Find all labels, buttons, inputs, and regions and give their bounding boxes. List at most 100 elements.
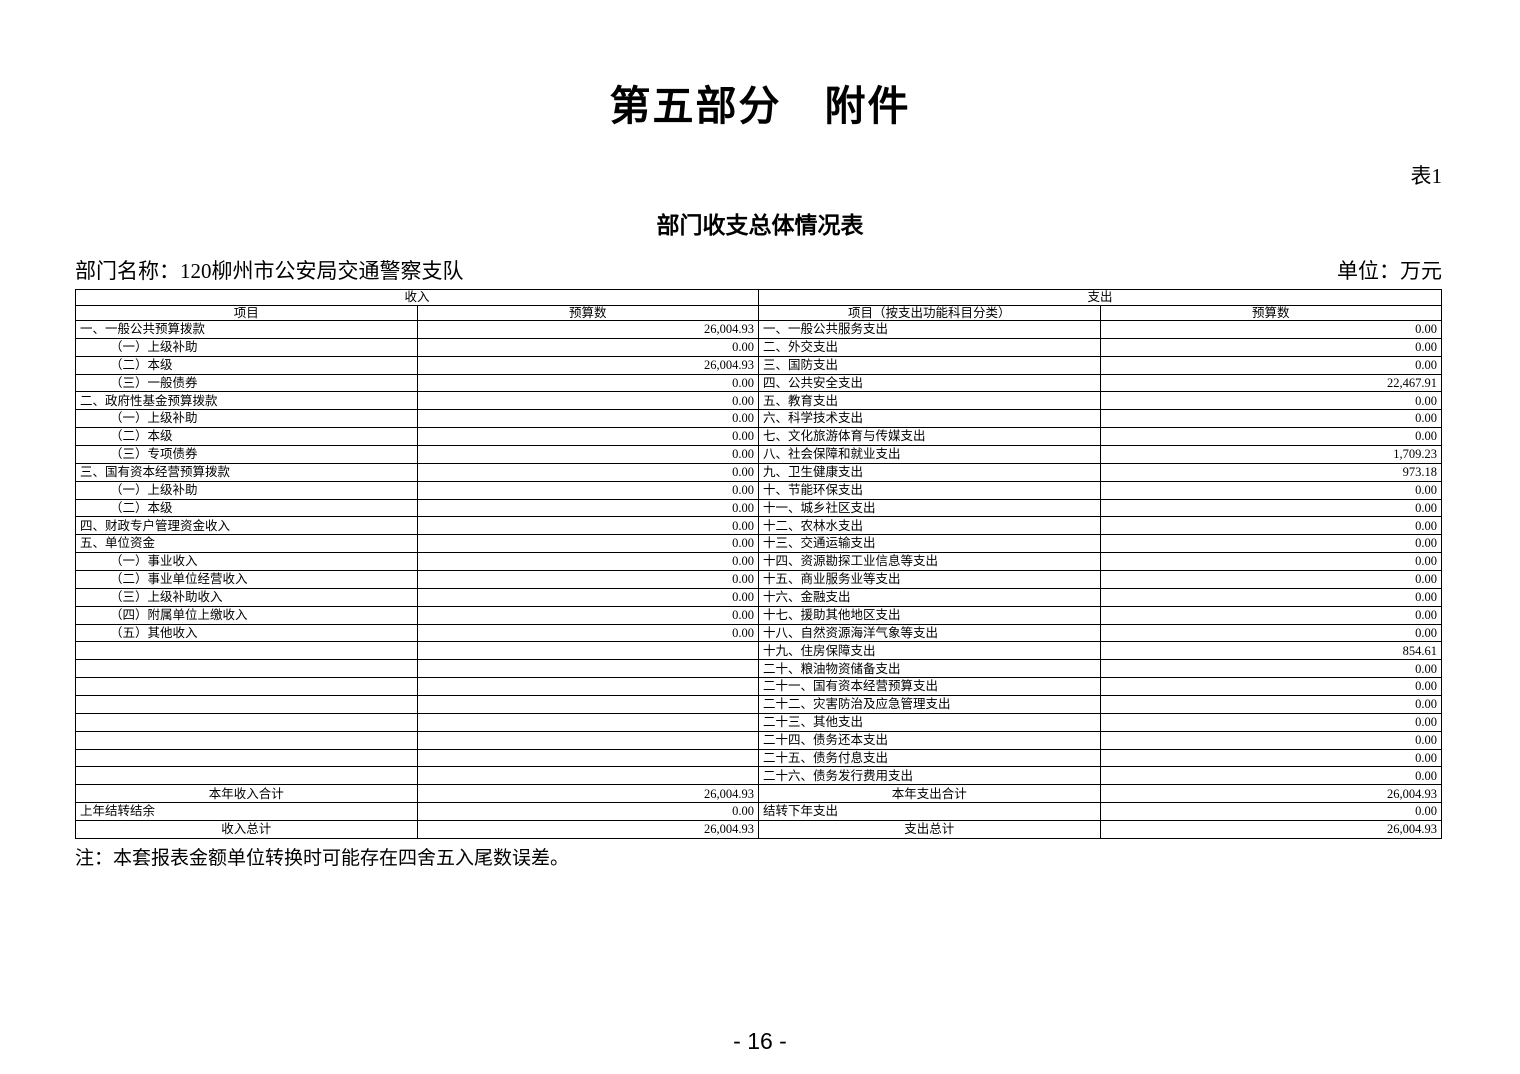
income-value-cell: 26,004.93 <box>416 355 759 375</box>
expense-item-cell: 八、社会保障和就业支出 <box>758 445 1101 464</box>
income-value-cell: 0.00 <box>416 373 759 393</box>
income-value-cell: 0.00 <box>416 802 759 822</box>
budget-table: 收入 支出 项目 预算数 项目（按支出功能科目分类） 预算数 一、一般公共预算拨… <box>75 289 1442 839</box>
expense-item-cell: 六、科学技术支出 <box>758 409 1101 429</box>
expense-value-cell: 0.00 <box>1099 712 1442 732</box>
expense-item-cell: 十三、交通运输支出 <box>758 534 1101 554</box>
expense-item-cell: 十五、商业服务业等支出 <box>758 570 1101 589</box>
table-row: （三）专项债券 0.00 八、社会保障和就业支出 1,709.23 <box>75 445 1442 464</box>
table-row: （五）其他收入 0.00 十八、自然资源海洋气象等支出 0.00 <box>75 623 1442 643</box>
expense-value-cell: 0.00 <box>1099 427 1442 447</box>
income-item-cell: 一、一般公共预算拨款 <box>75 320 418 339</box>
expense-value-cell: 0.00 <box>1099 355 1442 375</box>
income-item-cell: （三）上级补助收入 <box>75 587 418 607</box>
table-row: （一）事业收入 0.00 十四、资源勘探工业信息等支出 0.00 <box>75 552 1442 572</box>
expense-item-cell: 二十一、国有资本经营预算支出 <box>758 677 1101 697</box>
income-item-cell: （二）本级 <box>75 355 418 375</box>
income-item-cell: 收入总计 <box>75 820 418 839</box>
expense-value-cell: 0.00 <box>1099 802 1442 822</box>
total-row: 收入总计 26,004.93 支出总计 26,004.93 <box>75 820 1442 839</box>
expense-value-cell: 0.00 <box>1099 623 1442 643</box>
table-row: （一）上级补助 0.00 十、节能环保支出 0.00 <box>75 480 1442 500</box>
budget-table-head: 收入 支出 项目 预算数 项目（按支出功能科目分类） 预算数 <box>75 289 1442 321</box>
income-item-cell: （一）事业收入 <box>75 552 418 572</box>
income-value-cell: 0.00 <box>416 462 759 482</box>
expense-value-cell: 0.00 <box>1099 587 1442 607</box>
expense-item-cell: 十四、资源勘探工业信息等支出 <box>758 552 1101 572</box>
table-row: 二、政府性基金预算拨款 0.00 五、教育支出 0.00 <box>75 391 1442 411</box>
expense-item-cell: 十、节能环保支出 <box>758 480 1101 500</box>
income-value-cell: 0.00 <box>416 391 759 411</box>
income-item-cell: （一）上级补助 <box>75 337 418 357</box>
income-value-cell: 0.00 <box>416 587 759 607</box>
expense-item-cell: 二十六、债务发行费用支出 <box>758 766 1101 786</box>
expense-item-cell: 十六、金融支出 <box>758 587 1101 607</box>
income-item-cell: （三）一般债券 <box>75 373 418 393</box>
page-number: - 16 - <box>733 1028 787 1054</box>
table-row: （四）附属单位上缴收入 0.00 十七、援助其他地区支出 0.00 <box>75 605 1442 625</box>
unit-label: 单位：万元 <box>1337 259 1442 283</box>
table-row: 四、财政专户管理资金收入 0.00 十二、农林水支出 0.00 <box>75 516 1442 536</box>
income-item-cell <box>75 730 418 750</box>
income-value-cell <box>416 730 759 750</box>
table-row: （二）事业单位经营收入 0.00 十五、商业服务业等支出 0.00 <box>75 570 1442 589</box>
income-item-cell: 五、单位资金 <box>75 534 418 554</box>
table-row: 二十一、国有资本经营预算支出 0.00 <box>75 677 1442 697</box>
expense-value-cell: 0.00 <box>1099 516 1442 536</box>
income-item-cell: 上年结转结余 <box>75 802 418 822</box>
income-item-cell: 三、国有资本经营预算拨款 <box>75 462 418 482</box>
table-row: （三）一般债券 0.00 四、公共安全支出 22,467.91 <box>75 373 1442 393</box>
income-value-cell: 0.00 <box>416 623 759 643</box>
table-row: 五、单位资金 0.00 十三、交通运输支出 0.00 <box>75 534 1442 554</box>
income-value-cell: 0.00 <box>416 337 759 357</box>
income-value-cell: 0.00 <box>416 445 759 464</box>
income-value-cell <box>416 695 759 714</box>
expense-item-cell: 十九、住房保障支出 <box>758 641 1101 661</box>
expense-value-cell: 26,004.93 <box>1099 784 1442 804</box>
income-item-cell <box>75 766 418 786</box>
expense-item-cell: 二十五、债务付息支出 <box>758 748 1101 768</box>
table-title: 部门收支总体情况表 <box>656 212 864 238</box>
expense-value-cell: 0.00 <box>1099 534 1442 554</box>
income-item-cell: （一）上级补助 <box>75 409 418 429</box>
income-budget-header: 预算数 <box>416 304 759 321</box>
expense-value-cell: 0.00 <box>1099 409 1442 429</box>
expense-value-cell: 0.00 <box>1099 498 1442 518</box>
total-row: 本年收入合计 26,004.93 本年支出合计 26,004.93 <box>75 784 1442 804</box>
expense-value-cell: 0.00 <box>1099 552 1442 572</box>
table-row: 二十五、债务付息支出 0.00 <box>75 748 1442 768</box>
table-row: （二）本级 0.00 十一、城乡社区支出 0.00 <box>75 498 1442 518</box>
part-title: 第五部分 附件 <box>609 83 911 129</box>
expense-item-cell: 本年支出合计 <box>758 784 1101 804</box>
expense-value-cell: 0.00 <box>1099 480 1442 500</box>
income-item-cell <box>75 712 418 732</box>
expense-item-cell: 二十、粮油物资储备支出 <box>758 659 1101 679</box>
income-item-cell: （三）专项债券 <box>75 445 418 464</box>
expense-value-cell: 26,004.93 <box>1099 820 1442 839</box>
income-item-cell: （四）附属单位上缴收入 <box>75 605 418 625</box>
income-value-cell <box>416 712 759 732</box>
expense-item-cell: 二、外交支出 <box>758 337 1101 357</box>
table-row: （一）上级补助 0.00 二、外交支出 0.00 <box>75 337 1442 357</box>
expense-item-cell: 三、国防支出 <box>758 355 1101 375</box>
expense-item-cell: 九、卫生健康支出 <box>758 462 1101 482</box>
income-value-cell: 0.00 <box>416 427 759 447</box>
income-item-header: 项目 <box>75 304 418 321</box>
income-item-cell: （五）其他收入 <box>75 623 418 643</box>
table-row: （二）本级 0.00 七、文化旅游体育与传媒支出 0.00 <box>75 427 1442 447</box>
income-value-cell <box>416 766 759 786</box>
expense-value-cell: 0.00 <box>1099 320 1442 339</box>
table-row: 二十六、债务发行费用支出 0.00 <box>75 766 1442 786</box>
income-item-cell: 本年收入合计 <box>75 784 418 804</box>
section-header-row: 收入 支出 <box>75 289 1442 306</box>
income-item-cell <box>75 641 418 661</box>
income-item-cell: （一）上级补助 <box>75 480 418 500</box>
expense-item-cell: 一、一般公共服务支出 <box>758 320 1101 339</box>
expense-item-cell: 支出总计 <box>758 820 1101 839</box>
expense-value-cell: 0.00 <box>1099 748 1442 768</box>
income-value-cell: 0.00 <box>416 605 759 625</box>
expense-value-cell: 0.00 <box>1099 677 1442 697</box>
expense-item-cell: 五、教育支出 <box>758 391 1101 411</box>
total-row: 上年结转结余 0.00 结转下年支出 0.00 <box>75 802 1442 822</box>
